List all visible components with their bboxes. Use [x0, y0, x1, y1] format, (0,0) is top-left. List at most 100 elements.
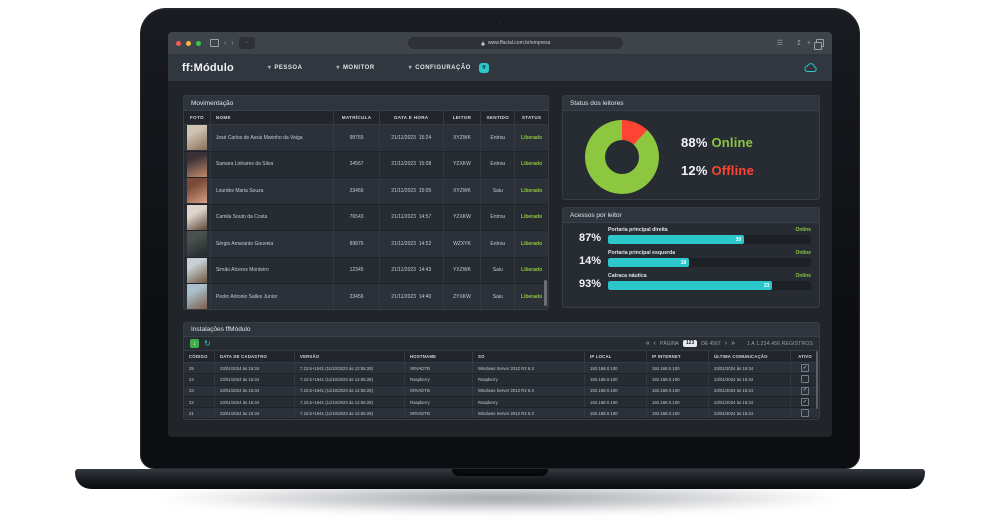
table-row[interactable]: José Carlos de Assis Marinho da Veiga 98… [184, 125, 548, 152]
menu-configuracao[interactable]: ▾ CONFIGURAÇÃO [408, 64, 471, 72]
avatar [186, 151, 207, 177]
bar-track: 18 [608, 258, 811, 267]
first-page-icon[interactable]: « [645, 340, 650, 347]
menu-pessoa-label: PESSOA [274, 64, 303, 71]
avatar [186, 178, 207, 204]
back-icon[interactable]: ‹ [224, 39, 227, 47]
menu-monitor[interactable]: ▾ MONITOR [336, 64, 375, 72]
reader-status: Online [795, 227, 811, 233]
versao-cell: 7.23.5+1941 (11/10/2023 às 12:55:28) [294, 374, 404, 385]
datetime-cell: 21/11/2023 14:57 [378, 204, 443, 230]
column-header[interactable]: DATA E HORA [378, 111, 443, 124]
person-name: Simão Alceros Monteiro [209, 257, 333, 283]
share-icon[interactable]: ↥ [796, 39, 802, 47]
column-header[interactable]: NOME [209, 111, 333, 124]
bar-fill: 39 [608, 235, 744, 244]
ativo-checkbox[interactable] [801, 398, 809, 407]
table-row[interactable]: Samara Linhares da Silva 34567 21/11/202… [184, 151, 548, 178]
cloud-icon[interactable] [804, 62, 818, 73]
tabs-overview-icon[interactable] [814, 39, 824, 50]
column-header[interactable]: VERSÃO [294, 351, 404, 362]
datetime-cell: 21/11/2023 15:05 [378, 178, 443, 204]
column-header[interactable]: IP LOCAL [584, 351, 646, 362]
column-header[interactable]: FOTO [189, 115, 204, 120]
so-cell: Windows Server 2012 R2 6.3 [472, 385, 584, 396]
table-row[interactable]: 20 23/01/2024 às 15:34 7.23.5+1941 (11/1… [184, 419, 819, 420]
column-header[interactable]: HOSTNAME [404, 351, 472, 362]
offline-legend: 12% Offline [681, 163, 754, 178]
table-row[interactable]: 23 23/01/2024 às 15:34 7.23.5+1941 (11/1… [184, 385, 819, 397]
address-bar[interactable]: www.ffacial.com.br/empresa [408, 37, 624, 49]
last-page-icon[interactable]: » [731, 340, 735, 347]
menu-monitor-label: MONITOR [342, 64, 375, 71]
table-row[interactable]: Sérgio Amaranto Gouveia 89876 21/11/2023… [184, 231, 548, 258]
ativo-checkbox[interactable] [801, 409, 809, 418]
column-header[interactable]: ÚLTIMA COMUNICAÇÃO [708, 351, 790, 362]
app-logo[interactable]: ff:Módulo [182, 61, 234, 74]
export-excel-icon[interactable]: ↓ [190, 339, 199, 348]
column-header[interactable]: LEITOR [442, 111, 481, 124]
column-header[interactable]: IP INTERNET [646, 351, 708, 362]
cadastro-cell: 23/01/2024 às 15:34 [214, 396, 294, 408]
ip-internet-cell: 192.168.0.100 [646, 408, 708, 419]
panel-instalacoes: Instalações ffMódulo ↓ ↻ « ‹ PÁGINA 123 … [183, 322, 820, 420]
forward-icon[interactable]: › [231, 39, 234, 47]
ativo-checkbox[interactable] [801, 375, 809, 384]
table-row[interactable]: 25 23/01/2024 às 15:34 7.23.5+1941 (11/1… [184, 363, 819, 375]
matricula-cell: 98765 [333, 125, 379, 151]
scrollbar-thumb[interactable] [544, 280, 547, 306]
prev-page-icon[interactable]: ‹ [653, 340, 656, 347]
close-window-button[interactable] [176, 40, 181, 46]
scrollbar-thumb[interactable] [816, 351, 818, 409]
extension-icon[interactable]: ◦ [238, 37, 255, 49]
reader-label: Portaria principal esquerda [608, 250, 676, 256]
ultima-comunicacao-cell: 23/01/2024 às 15:34 [708, 374, 790, 385]
refresh-icon[interactable]: ↻ [204, 338, 211, 348]
column-header[interactable]: SO [472, 351, 584, 362]
codigo-cell: 20 [184, 419, 214, 420]
ativo-checkbox[interactable] [801, 364, 809, 373]
column-header[interactable]: DATA DE CADASTRO [214, 351, 294, 362]
table-row[interactable]: 21 23/01/2024 às 15:34 7.23.5+1941 (11/1… [184, 408, 819, 419]
next-page-icon[interactable]: › [724, 340, 728, 347]
sentido-cell: Saiu [480, 257, 514, 283]
zoom-window-button[interactable] [196, 40, 201, 46]
table-row[interactable]: 22 23/01/2024 às 15:34 7.23.5+1941 (11/1… [184, 396, 819, 409]
chevron-down-icon: ▾ [408, 65, 413, 71]
column-header[interactable]: MATRÍCULA [333, 111, 379, 124]
versao-cell: 7.23.5+1941 (11/10/2023 às 12:55:28) [294, 385, 404, 396]
table-row[interactable]: Simão Alceros Monteiro 12345 21/11/2023 … [184, 257, 548, 284]
hostname-cell: SRVADTB [404, 363, 472, 374]
ff-badge-icon[interactable]: ff [478, 62, 489, 73]
table-row[interactable]: Pedro Antonio Salles Junior 23456 21/11/… [184, 284, 548, 309]
ip-local-cell: 192.168.0.100 [584, 408, 646, 419]
hostname-cell: Raspberry [404, 396, 472, 408]
cadastro-cell: 23/01/2024 às 15:34 [214, 408, 294, 419]
column-header[interactable]: ATIVO [790, 351, 819, 362]
ip-internet-cell: 192.168.0.100 [646, 374, 708, 385]
new-tab-icon[interactable]: + [806, 39, 811, 47]
column-header[interactable]: SENTIDO [480, 111, 514, 124]
ativo-checkbox[interactable] [801, 386, 809, 395]
so-cell: Windows Server 2012 R2 6.3 [472, 408, 584, 419]
ultima-comunicacao-cell: 23/01/2024 às 15:34 [708, 408, 790, 419]
page-number-input[interactable]: 123 [682, 340, 698, 347]
table-row[interactable]: Lourdes Maria Souza 23456 21/11/2023 15:… [184, 178, 548, 205]
column-header[interactable]: STATUS [514, 111, 548, 124]
status-cell: Liberado [514, 284, 548, 309]
online-legend: 88% Online [681, 135, 754, 150]
versao-cell: 7.23.5+1941 (11/10/2023 às 12:55:28) [294, 408, 404, 419]
menu-pessoa[interactable]: ▾ PESSOA [268, 64, 303, 72]
sidebar-toggle-icon[interactable] [210, 39, 219, 47]
minimize-window-button[interactable] [186, 40, 191, 46]
reader-icon[interactable]: ☰ [776, 39, 784, 47]
reader-status: Online [795, 250, 811, 256]
versao-cell: 7.23.5+1941 (11/10/2023 às 12:55:28) [294, 363, 404, 374]
ip-internet-cell: 192.168.0.100 [646, 419, 708, 420]
table-row[interactable]: 24 23/01/2024 às 15:34 7.23.5+1941 (11/1… [184, 374, 819, 386]
matricula-cell: 89876 [333, 231, 379, 257]
laptop-base [75, 469, 925, 489]
table-row[interactable]: Camila Souto da Costa 76543 21/11/2023 1… [184, 204, 548, 231]
hostname-cell: Raspberry [404, 419, 472, 420]
column-header[interactable]: CÓDIGO [189, 354, 208, 359]
